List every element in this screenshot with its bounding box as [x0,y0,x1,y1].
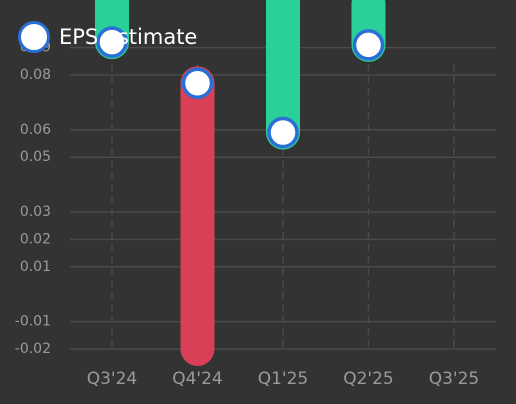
eps-estimate-point [267,116,299,149]
x-tick-label: Q2'25 [343,369,394,389]
x-tick-label: Q1'25 [258,369,309,389]
y-tick-label: -0.02 [15,341,51,357]
x-tick-label: Q4'24 [172,369,223,389]
y-tick-label: 0.05 [20,149,51,165]
y-tick-label: 0.01 [20,259,51,275]
x-tick-label: Q3'25 [429,369,480,389]
legend-label: EPS estimate [59,25,198,49]
y-tick-label: 0.11 [20,0,51,1]
y-tick-label: -0.01 [15,314,51,330]
legend: EPS estimate [18,19,197,55]
eps-estimate-point [181,67,214,99]
y-tick-label: 0.02 [20,231,51,247]
legend-marker-icon [18,21,50,53]
eps-estimate-point [96,26,128,58]
eps-estimate-point [352,29,385,61]
y-tick-label: 0.08 [20,67,51,83]
y-tick-label: 0.03 [20,204,51,220]
x-tick-label: Q3'24 [87,369,138,389]
y-tick-label: 0.06 [20,122,51,138]
